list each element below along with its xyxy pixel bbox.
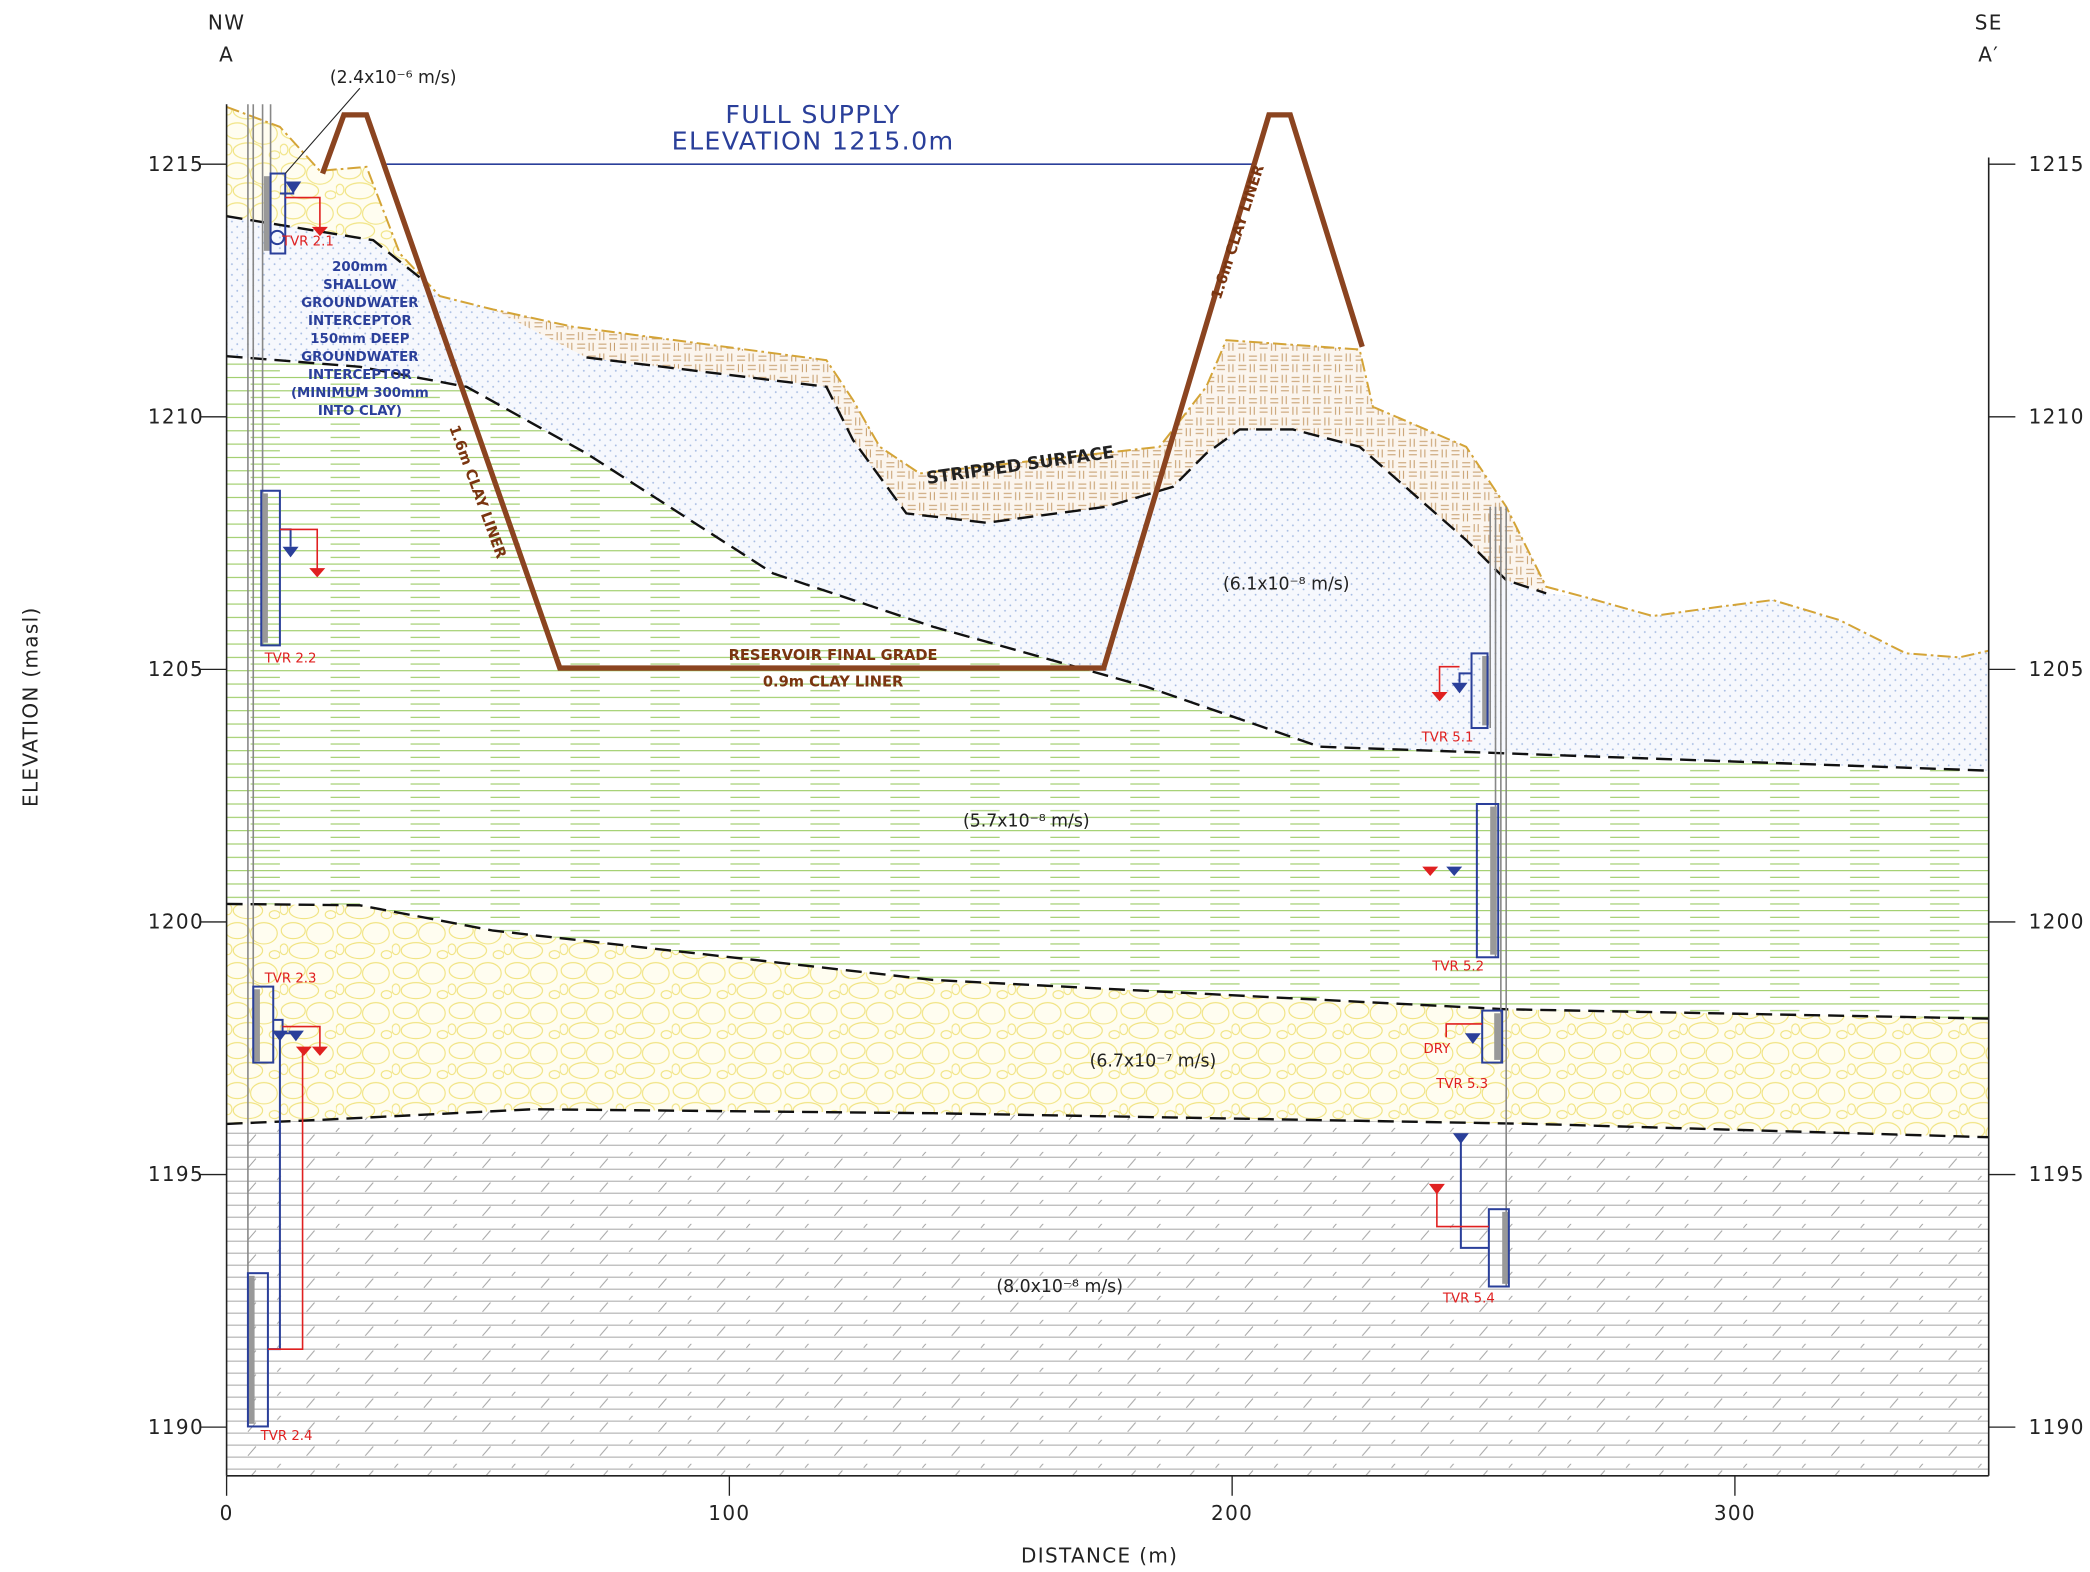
x-tick-label: 300 [1714,1501,1756,1525]
y-tick-label: 1195 [2029,1162,2085,1186]
direction: SE [1975,11,2003,35]
x-tick-label: 100 [708,1501,750,1525]
conductivity: (6.7x10⁻⁷ m/s) [1090,1052,1217,1072]
well-label: TVR 5.4 [1442,1292,1495,1307]
conductivity: (5.7x10⁻⁸ m/s) [963,812,1090,832]
liner-label: 1.6m CLAY LINER [1208,163,1268,302]
leader [285,88,360,173]
section-mark: A [219,43,234,67]
conductivity: (2.4x10⁻⁶ m/s) [330,68,457,88]
y-tick-label: 1205 [2029,657,2085,681]
y-tick-label: 1210 [148,404,204,428]
conductivity: (6.1x10⁻⁸ m/s) [1223,574,1350,594]
direction: NW [208,11,245,35]
note-line: INTERCEPTOR [308,368,412,383]
y-tick-label: 1190 [148,1415,204,1439]
note-line: SHALLOW [323,278,397,293]
cross-section: 1190 1190 1195 1195 1200 1200 1205 1205 1210 1210… [0,0,2090,1572]
x-axis-label: DISTANCE (m) [1021,1543,1178,1567]
y-tick-label: 1190 [2029,1415,2085,1439]
y-tick-label: 1195 [148,1162,204,1186]
full-supply: FULL SUPPLY [725,99,900,129]
y-tick-label: 1210 [2029,404,2085,428]
note-line: GROUNDWATER [301,350,418,365]
note-line: 150mm DEEP [310,332,409,347]
well-label: TVR 5.1 [1421,730,1474,745]
final-grade: RESERVOIR FINAL GRADE [729,647,938,664]
note-line: INTERCEPTOR [308,314,412,329]
well-label: TVR 5.3 [1435,1077,1488,1092]
well-label: TVR 5.2 [1431,960,1484,975]
x-tick-label: 200 [1211,1501,1253,1525]
strata [227,107,1989,1476]
y-tick-label: 1215 [2029,152,2085,176]
base-liner: 0.9m CLAY LINER [763,674,903,691]
y-tick-label: 1205 [148,657,204,681]
well-label: TVR 2.2 [264,652,317,667]
note-line: INTO CLAY) [318,404,402,419]
well-label: TVR 2.4 [260,1429,313,1444]
note-line: 200mm [332,260,388,275]
x-tick-label: 0 [220,1501,234,1525]
full-supply: ELEVATION 1215.0m [672,126,955,156]
y-tick-label: 1215 [148,152,204,176]
well-label: TVR 2.1 [281,235,334,250]
well-label: TVR 2.3 [264,972,317,987]
conductivity: (8.0x10⁻⁸ m/s) [996,1277,1123,1297]
note-line: (MINIMUM 300mm [291,386,429,401]
y-tick-label: 1200 [148,910,204,934]
y-tick-label: 1200 [2029,910,2085,934]
section-mark: A′ [1978,43,1999,67]
dry-label: DRY [1423,1042,1451,1057]
note-line: GROUNDWATER [301,296,418,311]
y-axis-label: ELEVATION (masl) [18,606,42,807]
